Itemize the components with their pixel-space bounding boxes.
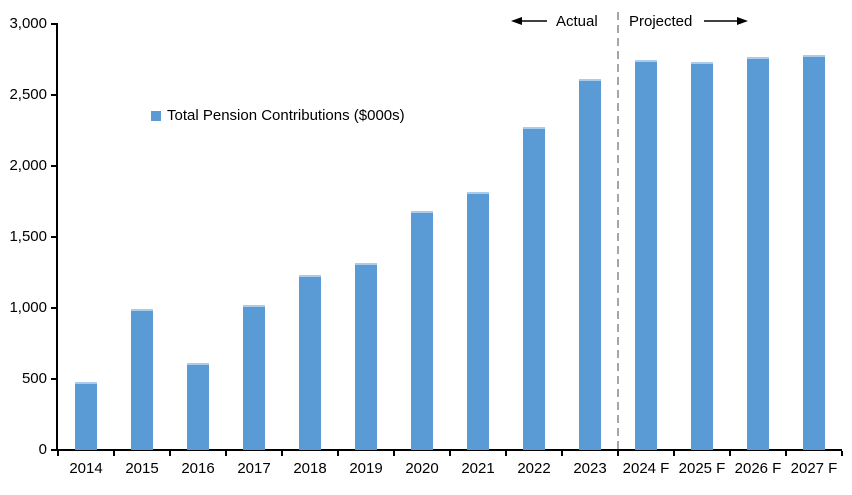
x-axis-tick [393,451,395,456]
x-tick-label-2026F: 2026 F [734,460,782,477]
bar-2014 [75,381,97,450]
x-tick-label-2016: 2016 [181,460,215,477]
bar-2020 [411,210,433,450]
bar-2027F [803,54,825,450]
x-tick-label-2015: 2015 [125,460,159,477]
y-axis-tick [51,236,57,238]
x-axis-tick [225,451,227,456]
y-axis-tick [51,165,57,167]
x-axis-tick [113,451,115,456]
annotation-actual-label: Actual [556,13,598,30]
x-tick-label-2027F: 2027 F [790,460,838,477]
x-axis-tick [505,451,507,456]
legend-swatch-icon [151,110,161,121]
x-axis-tick [673,451,675,456]
bar-2018 [299,274,321,450]
bar-2016 [187,362,209,450]
bar-2019 [355,263,377,450]
x-axis-tick [841,451,843,456]
y-tick-label-1000: 1,000 [9,299,47,316]
x-axis-tick [57,451,59,456]
x-tick-label-2024F: 2024 F [622,460,670,477]
bar-2024F [635,59,657,450]
y-axis-tick [51,23,57,25]
legend: Total Pension Contributions ($000s) [151,107,405,124]
bar-2025F [691,61,713,450]
x-axis-tick [281,451,283,456]
x-tick-label-2019: 2019 [349,460,383,477]
x-axis-tick [449,451,451,456]
left-arrow-icon [511,17,547,25]
y-axis-tick [51,307,57,309]
x-tick-label-2025F: 2025 F [678,460,726,477]
x-tick-label-2017: 2017 [237,460,271,477]
x-tick-label-2014: 2014 [69,460,103,477]
x-axis-tick [169,451,171,456]
x-axis-tick [561,451,563,456]
y-tick-label-0: 0 [38,441,47,458]
y-tick-label-2500: 2,500 [9,86,47,103]
bar-2022 [523,126,545,450]
x-tick-label-2021: 2021 [461,460,495,477]
x-axis-tick [617,451,619,456]
y-tick-label-3000: 3,000 [9,15,47,32]
x-axis-tick [729,451,731,456]
plot-area [58,24,842,450]
legend-label: Total Pension Contributions ($000s) [167,107,405,124]
y-axis-tick [51,378,57,380]
x-axis-tick [337,451,339,456]
bar-2015 [131,309,153,450]
annotation-projected-label: Projected [629,13,693,30]
x-tick-label-2023: 2023 [573,460,607,477]
x-axis-tick [785,451,787,456]
y-axis-tick [51,94,57,96]
x-tick-label-2022: 2022 [517,460,551,477]
y-axis-tick [51,449,57,451]
bar-2026F [747,56,769,450]
y-tick-label-1500: 1,500 [9,228,47,245]
bar-2023 [579,79,601,450]
bar-2017 [243,305,265,450]
x-tick-label-2020: 2020 [405,460,439,477]
y-tick-label-500: 500 [21,370,47,387]
y-axis-line [56,23,58,451]
actual-projected-divider-dashed-line [617,12,619,450]
x-tick-label-2018: 2018 [293,460,327,477]
x-axis-line [56,449,842,451]
right-arrow-icon [704,17,748,25]
bar-2021 [467,192,489,450]
y-tick-label-2000: 2,000 [9,157,47,174]
